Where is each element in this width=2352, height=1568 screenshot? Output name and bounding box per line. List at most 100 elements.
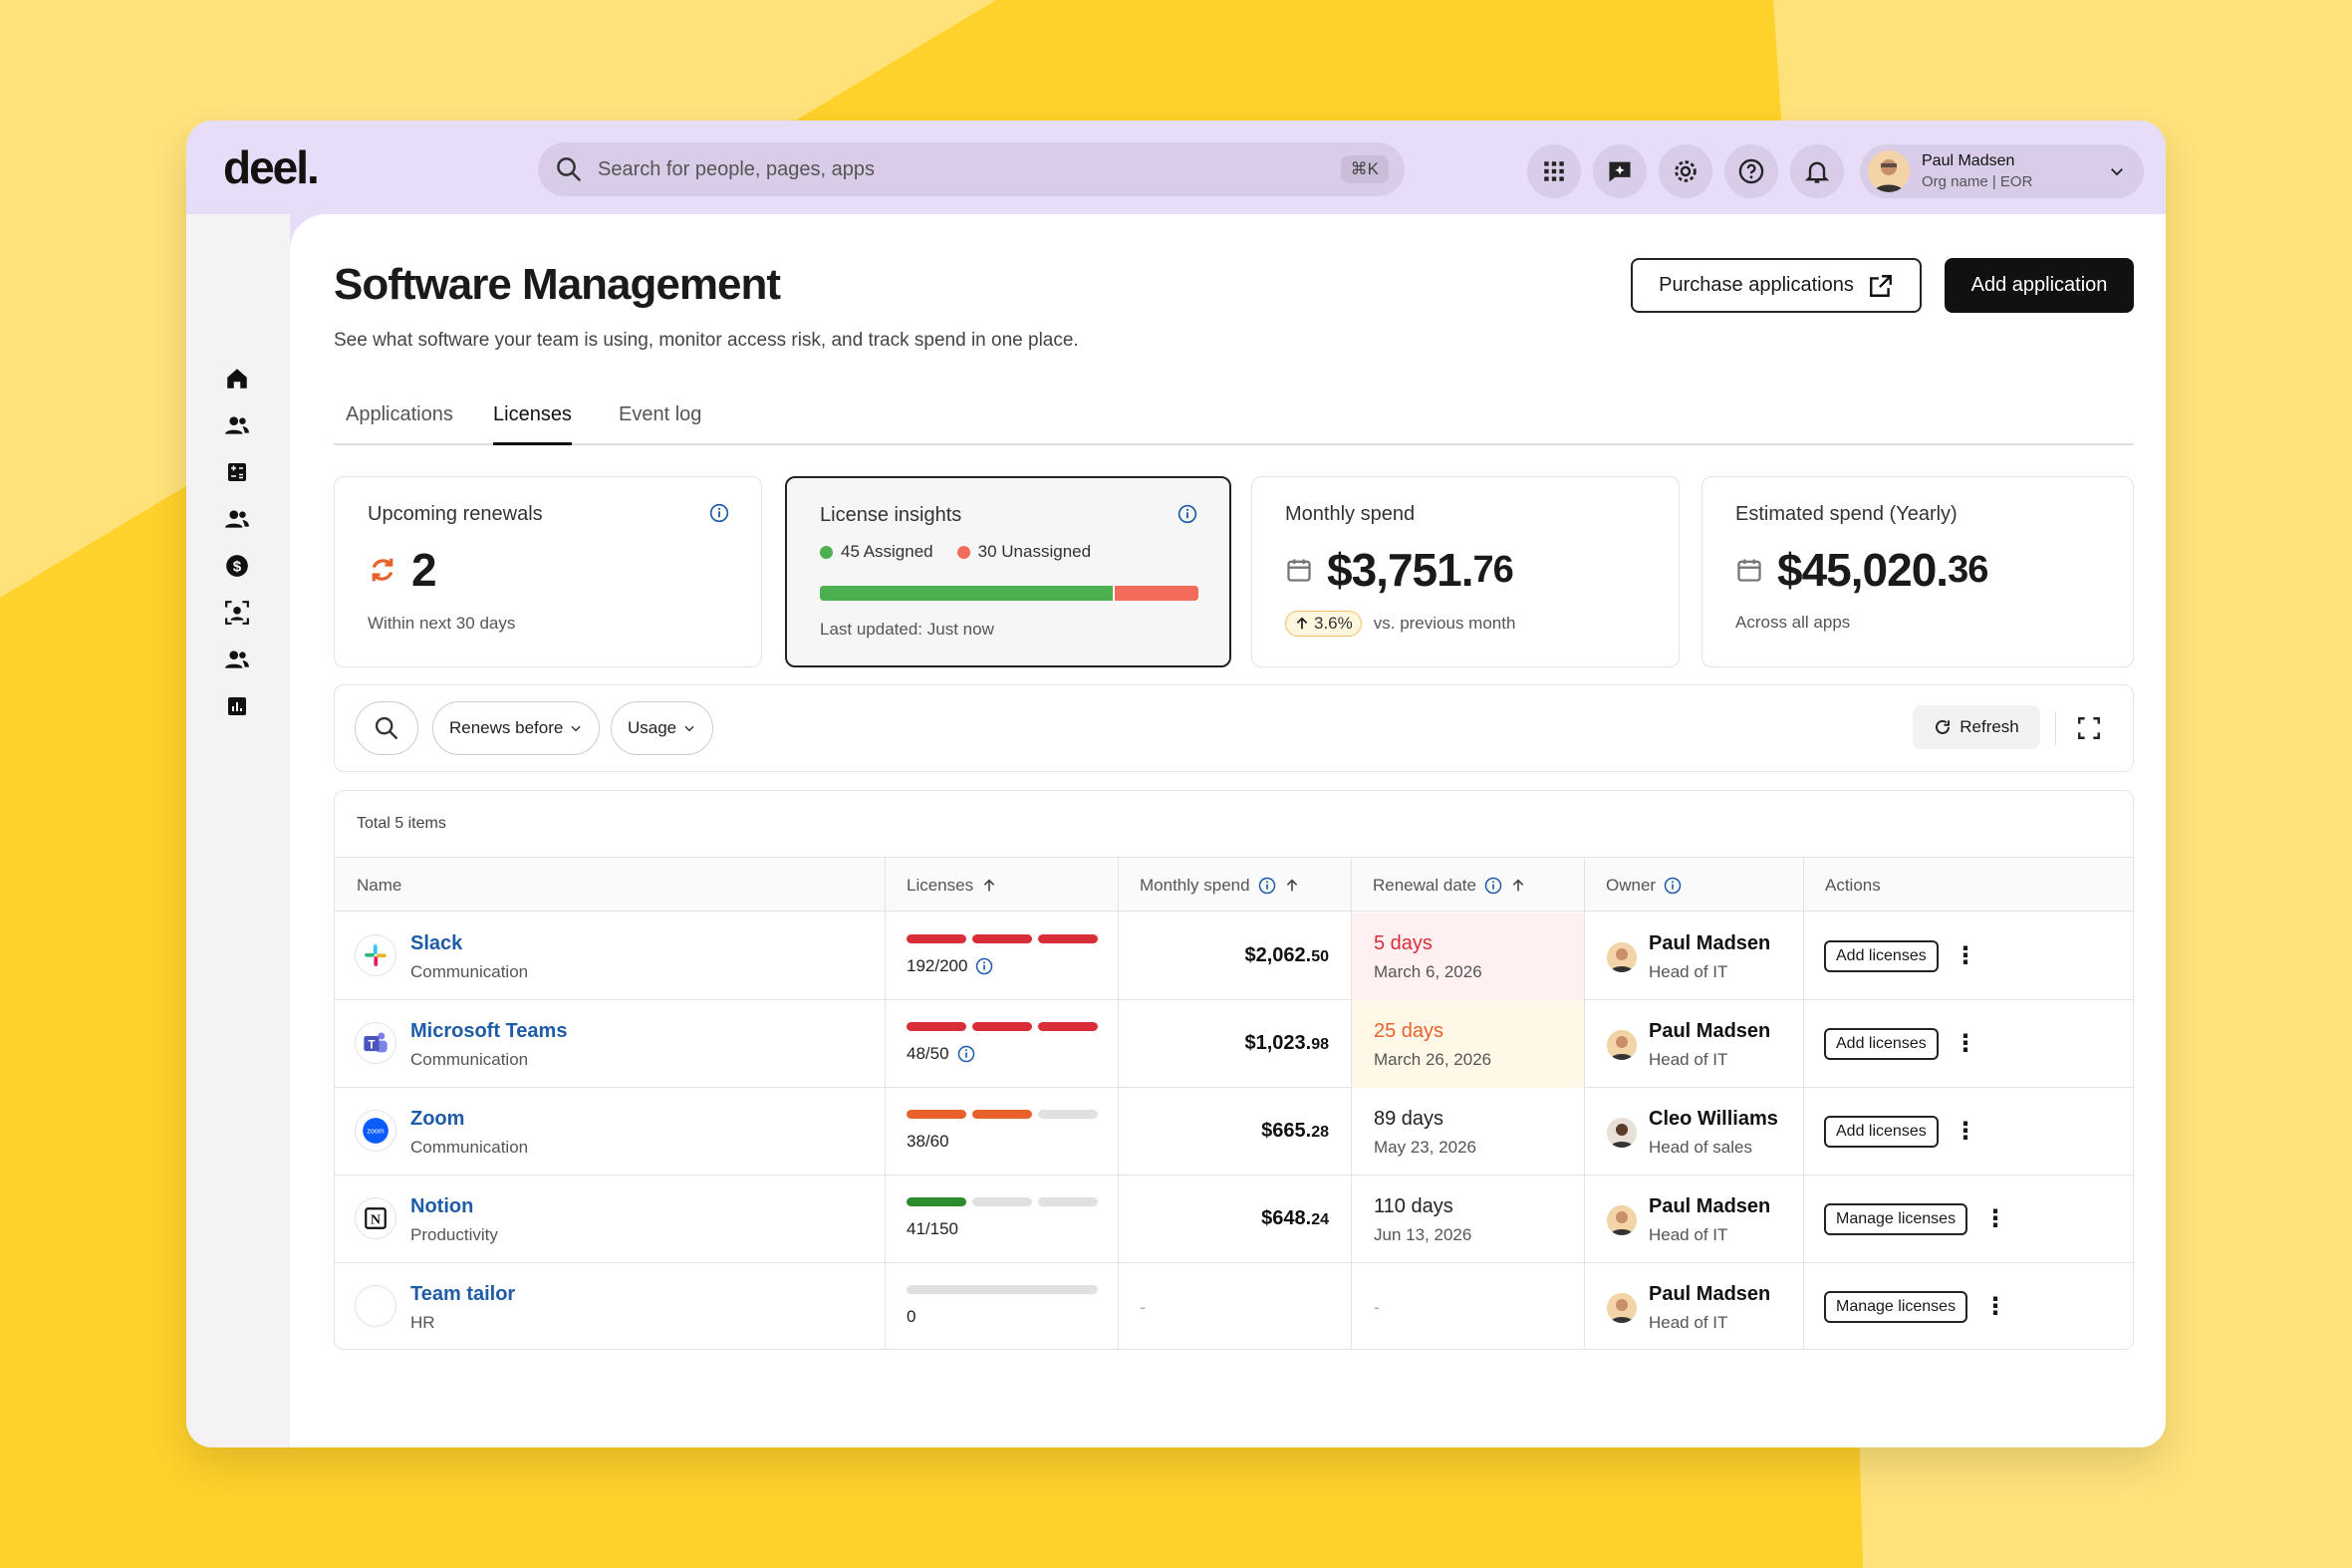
spend-cents: 28: [1311, 1124, 1329, 1141]
col-owner[interactable]: Owner: [1606, 858, 1682, 913]
table-row[interactable]: zoom Zoom Communication 38/60 $665.28 89 days…: [335, 1088, 2133, 1176]
sidebar-item-team[interactable]: [222, 504, 252, 534]
bell-icon: [1804, 161, 1830, 183]
sidebar-item-people[interactable]: [222, 410, 252, 440]
user-menu[interactable]: Paul Madsen Org name | EOR: [1860, 144, 2144, 198]
people-icon: [225, 416, 249, 434]
info-icon[interactable]: [1177, 504, 1197, 524]
settings-button[interactable]: [1659, 144, 1712, 198]
spend-cents: 50: [1311, 948, 1329, 965]
renewal-cell: 25 days March 26, 2026: [1352, 1000, 1584, 1088]
more-options-icon[interactable]: ⋮: [1954, 1118, 1977, 1145]
tab-applications[interactable]: Applications: [346, 403, 453, 425]
fullscreen-button[interactable]: [2072, 711, 2106, 745]
more-options-icon[interactable]: ⋮: [1983, 1293, 2007, 1320]
owner-avatar: [1607, 1030, 1637, 1060]
help-button[interactable]: [1724, 144, 1778, 198]
license-action-button[interactable]: Manage licenses: [1824, 1203, 1968, 1235]
license-bar-segment: [1038, 1197, 1098, 1206]
user-avatar: [1868, 150, 1910, 192]
licenses-cell: 38/60: [885, 1088, 1118, 1176]
license-action-button[interactable]: Add licenses: [1824, 1116, 1939, 1148]
app-name-link[interactable]: Slack: [410, 932, 463, 954]
upcoming-renewals-card[interactable]: Upcoming renewals 2 Within next 30 days: [334, 476, 762, 667]
assignment-progress-bar: [820, 586, 1198, 601]
app-logo: [355, 1285, 396, 1327]
license-action-button[interactable]: Add licenses: [1824, 940, 1939, 972]
sort-up-icon[interactable]: [1284, 878, 1300, 894]
table-search-button[interactable]: [355, 701, 418, 755]
table-row[interactable]: Slack Communication 192/200 $2,062.50 5 days…: [335, 913, 2133, 1000]
yearly-spend-card[interactable]: Estimated spend (Yearly) $45,020. 36 Acro…: [1701, 476, 2134, 667]
owner-name[interactable]: Paul Madsen: [1649, 1195, 1771, 1217]
sidebar-item-calculator[interactable]: [222, 457, 252, 487]
renews-before-filter[interactable]: Renews before: [432, 701, 601, 755]
info-icon[interactable]: [975, 957, 993, 975]
global-search[interactable]: Search for people, pages, apps ⌘K: [538, 142, 1405, 196]
license-insights-card[interactable]: License insights 45 Assigned 30 Unassign…: [785, 476, 1231, 667]
col-renewal-date[interactable]: Renewal date: [1373, 858, 1526, 913]
refresh-button[interactable]: Refresh: [1913, 705, 2040, 749]
apps-grid-button[interactable]: [1527, 144, 1581, 198]
add-application-button[interactable]: Add application: [1945, 258, 2134, 313]
app-name-link[interactable]: Zoom: [410, 1108, 465, 1130]
owner-name[interactable]: Paul Madsen: [1649, 932, 1771, 954]
help-icon: [1738, 158, 1764, 184]
more-options-icon[interactable]: ⋮: [1983, 1205, 2007, 1232]
owner-name[interactable]: Cleo Williams: [1649, 1108, 1778, 1130]
license-action-button[interactable]: Add licenses: [1824, 1028, 1939, 1060]
sidebar-item-payments[interactable]: $: [222, 551, 252, 581]
more-options-icon[interactable]: ⋮: [1954, 942, 1977, 969]
table-row[interactable]: Team tailor HR 0 - - Paul Madsen Head of IT Man…: [335, 1263, 2133, 1349]
col-divider: [885, 857, 886, 1349]
col-licenses[interactable]: Licenses: [907, 858, 997, 913]
purchase-applications-button[interactable]: Purchase applications: [1631, 258, 1922, 313]
licenses-cell: 0: [885, 1263, 1118, 1349]
tab-licenses[interactable]: Licenses: [493, 403, 572, 445]
refresh-label: Refresh: [1960, 717, 2019, 736]
sidebar-item-org-chart[interactable]: [222, 598, 252, 628]
sort-up-icon[interactable]: [981, 878, 997, 894]
monthly-spend-value: $648.24: [1261, 1207, 1329, 1230]
info-icon[interactable]: [709, 503, 729, 523]
chevron-down-icon: [2111, 168, 2123, 176]
main-content: Software Management See what software yo…: [290, 214, 2166, 1447]
sidebar-item-home[interactable]: [222, 364, 252, 393]
app-name-link[interactable]: Team tailor: [410, 1283, 516, 1305]
table-row[interactable]: N Notion Productivity 41/150 $648.24 110 days…: [335, 1176, 2133, 1263]
info-icon[interactable]: [1258, 877, 1276, 895]
notion-logo-icon: N: [365, 1207, 387, 1229]
info-icon[interactable]: [1664, 877, 1682, 895]
sort-up-icon[interactable]: [1510, 878, 1526, 894]
usage-filter[interactable]: Usage: [611, 701, 714, 755]
info-icon[interactable]: [1484, 877, 1502, 895]
col-monthly-spend[interactable]: Monthly spend: [1140, 858, 1300, 913]
owner-name[interactable]: Paul Madsen: [1649, 1283, 1771, 1305]
deel-logo[interactable]: deel.: [223, 141, 320, 193]
col-name[interactable]: Name: [357, 858, 401, 913]
licenses-cell: 192/200: [885, 913, 1118, 1000]
sidebar-item-reports[interactable]: [222, 691, 252, 721]
license-action-button[interactable]: Manage licenses: [1824, 1291, 1968, 1323]
table-row[interactable]: T Microsoft Teams Communication 48/50 $1,023…: [335, 1000, 2133, 1088]
license-bar-segment: [972, 1197, 1032, 1206]
col-divider: [1351, 857, 1352, 1349]
app-name-link[interactable]: Notion: [410, 1195, 474, 1217]
card-title: License insights: [820, 504, 962, 526]
yearly-value: $45,020.: [1777, 544, 1949, 596]
sidebar-item-groups[interactable]: [222, 645, 252, 674]
col-monthly-spend-label: Monthly spend: [1140, 875, 1250, 895]
info-icon[interactable]: [957, 1045, 975, 1063]
owner-name[interactable]: Paul Madsen: [1649, 1020, 1771, 1042]
more-options-icon[interactable]: ⋮: [1954, 1030, 1977, 1057]
spend-main: $2,062.: [1244, 944, 1312, 966]
monthly-spend-card[interactable]: Monthly spend $3,751. 76 3.6% vs. previou…: [1251, 476, 1680, 667]
app-name-link[interactable]: Microsoft Teams: [410, 1020, 568, 1042]
chat-button[interactable]: [1593, 144, 1647, 198]
notifications-button[interactable]: [1790, 144, 1844, 198]
total-items: Total 5 items: [357, 815, 446, 832]
tab-event-log[interactable]: Event log: [619, 403, 702, 425]
col-owner-label: Owner: [1606, 875, 1657, 895]
name-cell: Team tailor HR: [335, 1263, 885, 1349]
yearly-note: Across all apps: [1735, 613, 1851, 632]
